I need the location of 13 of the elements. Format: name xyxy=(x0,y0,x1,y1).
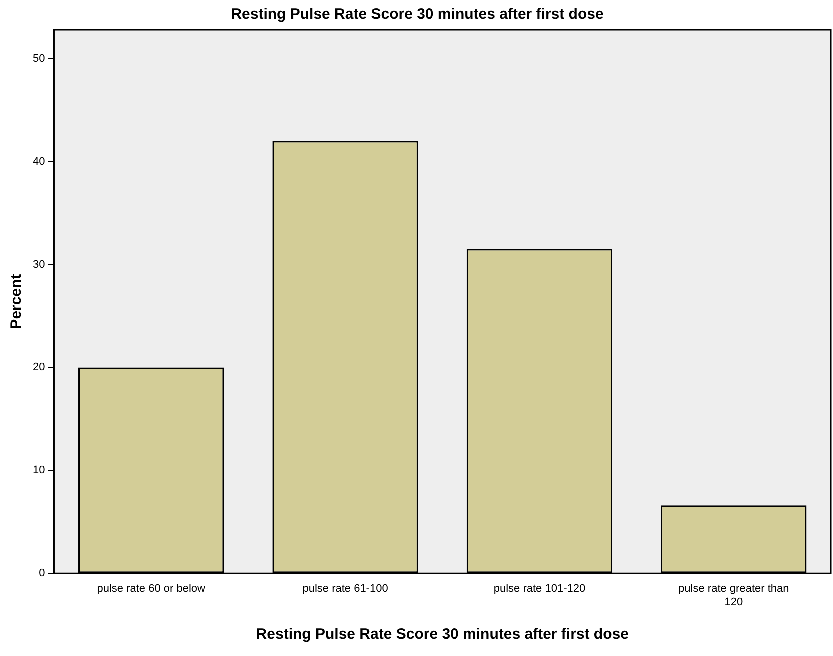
x-tick-label: pulse rate 61-100 xyxy=(302,583,388,596)
y-axis-title: Percent xyxy=(8,274,26,330)
x-tick-label: pulse rate greater than 120 xyxy=(678,583,790,608)
y-tick-label: 30 xyxy=(32,258,46,271)
chart-title: Resting Pulse Rate Score 30 minutes after first dose xyxy=(231,6,604,24)
y-tick-label: 20 xyxy=(32,362,46,374)
x-tick-label: pulse rate 101-120 xyxy=(494,583,586,596)
y-tick-label: 40 xyxy=(32,156,46,168)
y-tick-label: 10 xyxy=(32,464,46,477)
x-axis-title: Resting Pulse Rate Score 30 minutes after first dose xyxy=(256,626,629,644)
y-tick-label: 50 xyxy=(32,52,46,65)
x-tick-label: pulse rate 60 or below xyxy=(97,583,206,596)
y-tick-label: 0 xyxy=(39,568,46,580)
